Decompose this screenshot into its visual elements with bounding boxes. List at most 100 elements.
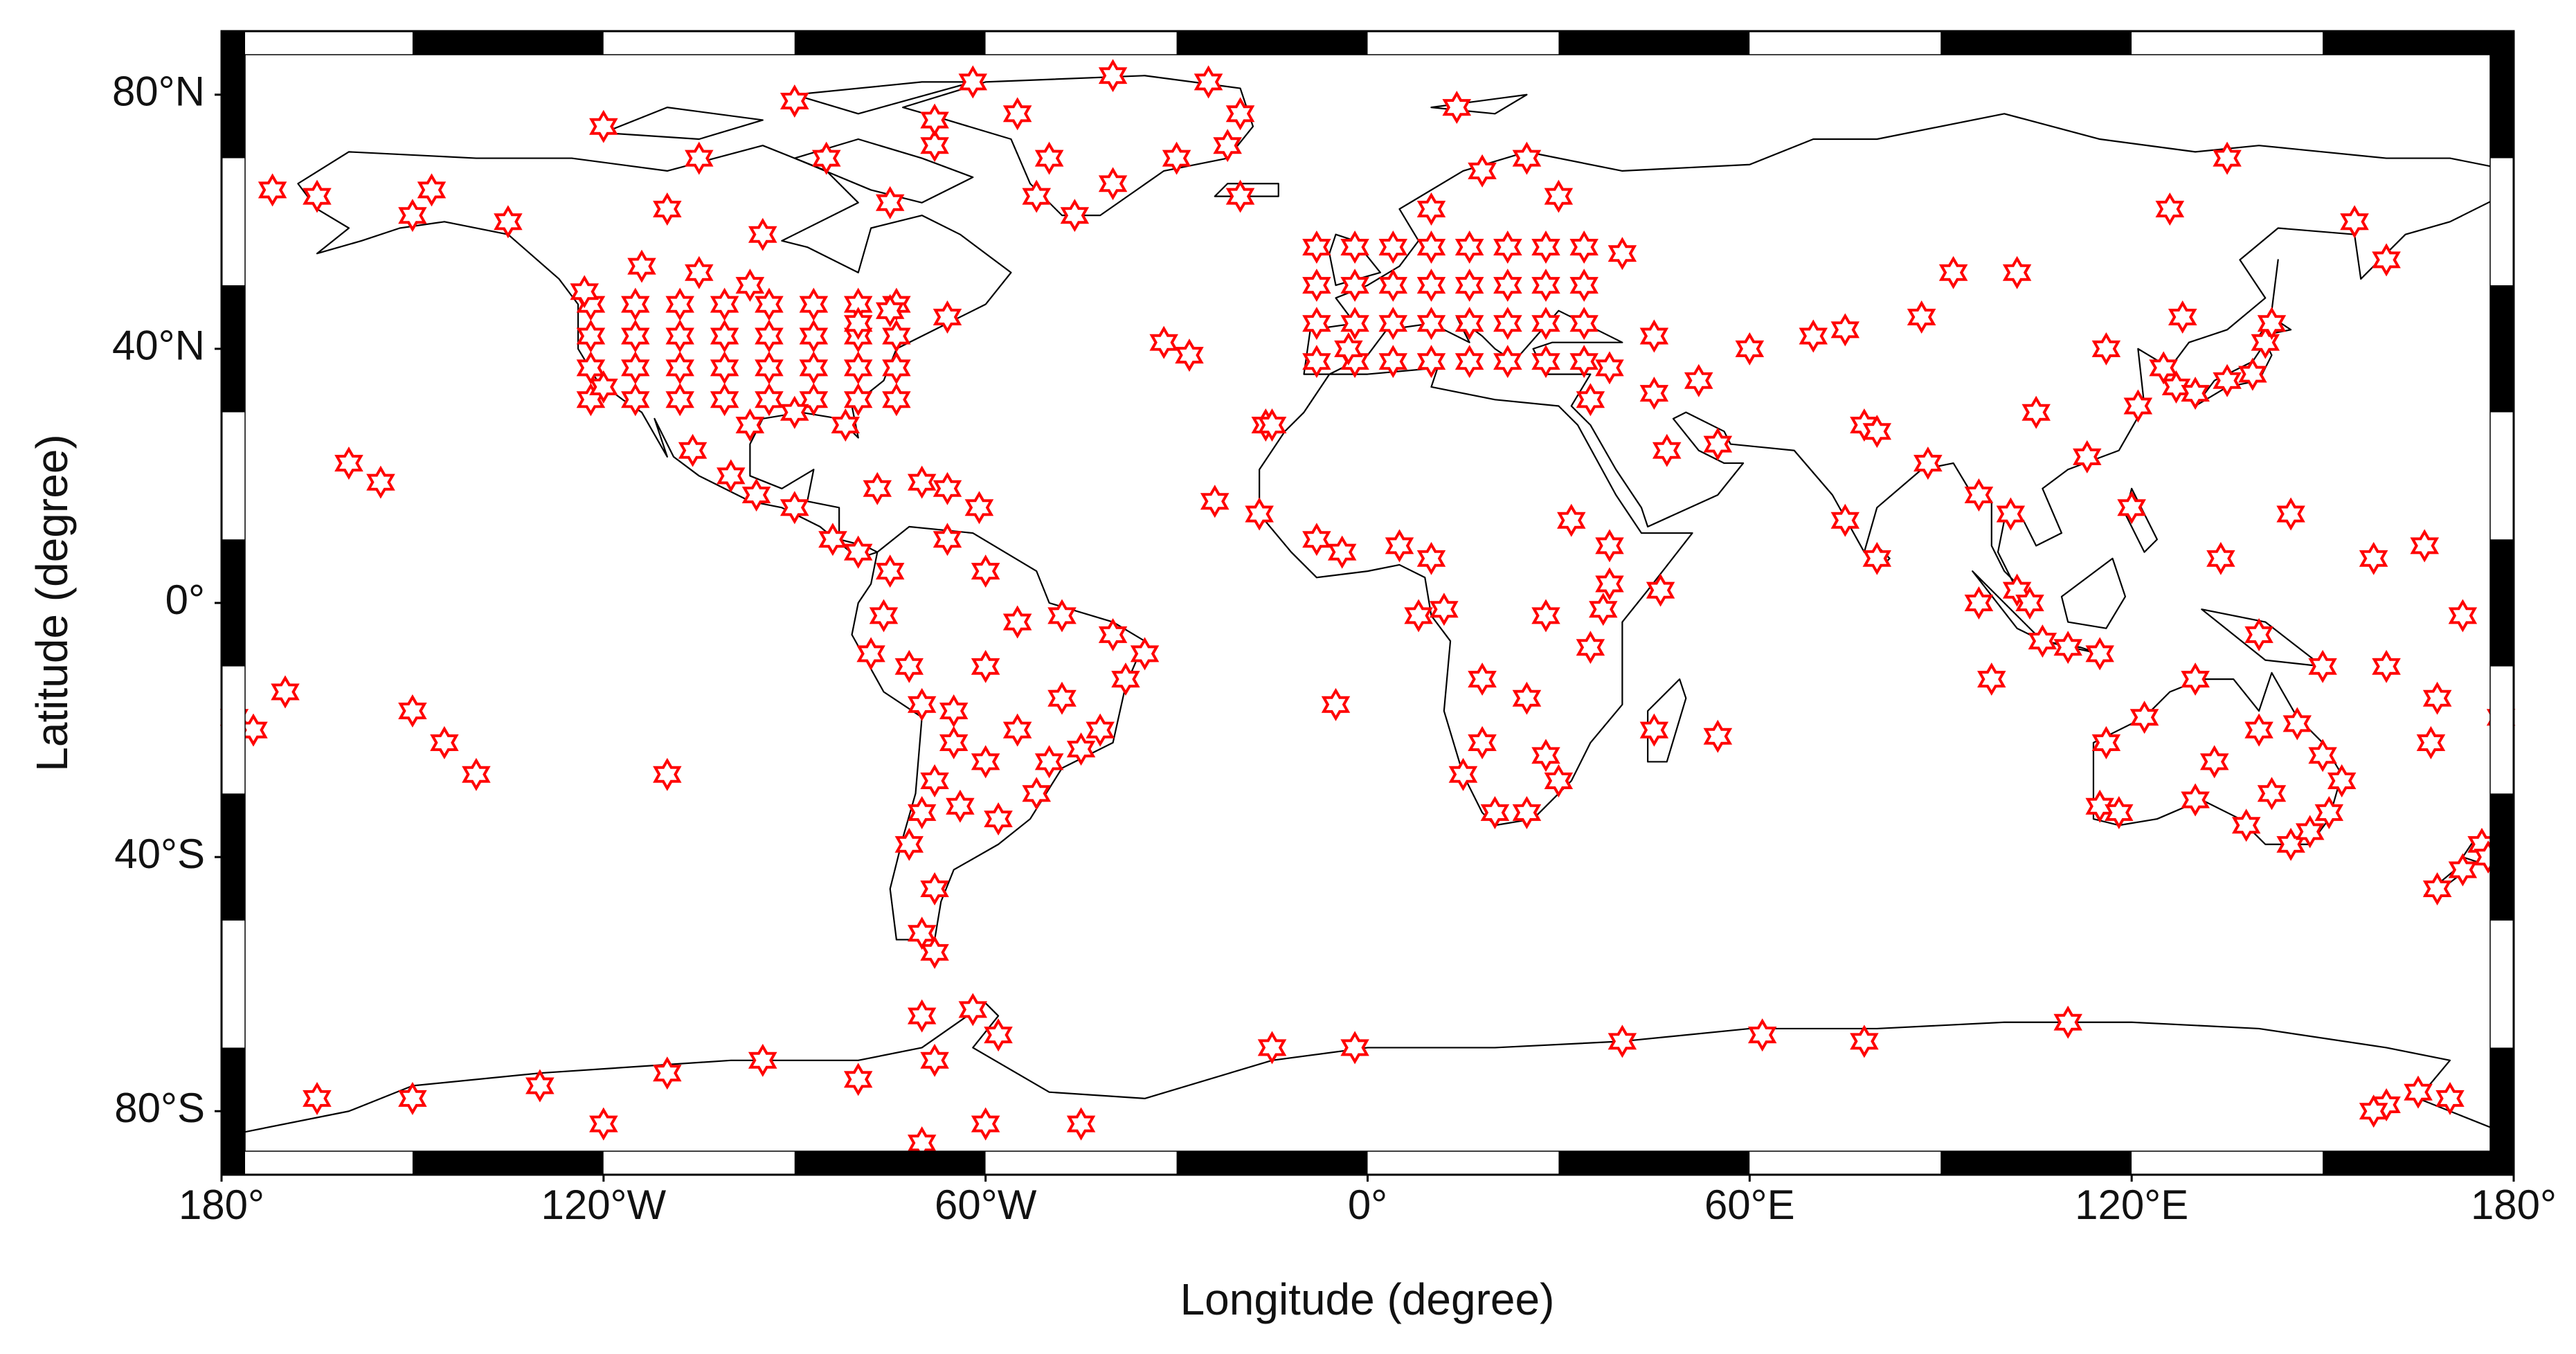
frame-segment	[1940, 1151, 2132, 1175]
station-marker	[2244, 713, 2273, 747]
station-marker	[1098, 167, 1128, 201]
points-layer	[219, 59, 2516, 1160]
station-marker	[1321, 687, 1351, 721]
station-marker	[1416, 192, 1446, 226]
coastline-africa	[1259, 368, 1692, 825]
station-marker	[1862, 415, 1892, 449]
station-marker	[2422, 681, 2452, 715]
station-marker	[2257, 307, 2287, 341]
station-marker	[2181, 662, 2210, 696]
station-marker	[1684, 363, 1713, 397]
station-marker	[1907, 300, 1936, 334]
station-marker	[755, 319, 784, 353]
station-marker	[2422, 872, 2452, 905]
frame-segment	[222, 158, 245, 286]
station-marker	[2416, 725, 2446, 759]
station-marker	[933, 471, 962, 505]
station-marker	[1480, 795, 1510, 829]
frame-segment	[2490, 285, 2514, 413]
frame-segment	[985, 1151, 1177, 1175]
station-marker	[1175, 338, 1204, 372]
station-marker	[907, 917, 937, 950]
station-marker	[875, 554, 905, 588]
station-marker	[1576, 383, 1605, 417]
coastline-north-america	[298, 145, 1011, 559]
station-marker	[665, 383, 694, 417]
station-marker	[2117, 491, 2146, 525]
frame-segment	[222, 666, 245, 794]
frame-segment	[2490, 31, 2514, 159]
station-marker	[2314, 795, 2344, 829]
station-marker	[1002, 713, 1032, 747]
station-marker	[1569, 269, 1598, 303]
station-marker	[920, 103, 949, 137]
station-marker	[1607, 237, 1637, 271]
station-marker	[863, 471, 892, 505]
station-marker	[1340, 307, 1369, 341]
station-marker	[653, 1056, 682, 1090]
station-marker	[799, 383, 829, 417]
frame-segment	[2490, 920, 2514, 1048]
station-marker	[1257, 408, 1287, 442]
station-marker	[1996, 497, 2026, 531]
station-marker	[799, 287, 829, 321]
station-marker	[907, 687, 937, 721]
station-marker	[1454, 345, 1484, 379]
station-marker	[907, 795, 937, 829]
station-marker	[1302, 231, 1331, 264]
station-marker	[1060, 199, 1090, 233]
station-marker	[2085, 789, 2114, 823]
station-marker	[1022, 179, 1052, 213]
station-marker	[1595, 529, 1624, 563]
station-marker	[1454, 307, 1484, 341]
station-marker	[1468, 154, 1497, 188]
station-marker	[1512, 681, 1542, 715]
station-marker	[2091, 332, 2121, 365]
station-marker	[1531, 739, 1560, 773]
y-tick-label: 80°N	[112, 69, 205, 115]
station-marker	[1703, 719, 1733, 753]
station-marker	[1850, 1024, 1879, 1058]
station-marker	[907, 465, 937, 499]
frame-segment	[603, 31, 795, 55]
station-marker	[1964, 586, 1994, 620]
station-marker	[1557, 503, 1586, 537]
station-marker	[964, 491, 994, 525]
coastline-south-america	[852, 527, 1145, 940]
station-marker	[2308, 649, 2337, 683]
station-marker	[398, 1081, 427, 1115]
station-marker	[2053, 1005, 2082, 1039]
station-marker	[621, 383, 650, 417]
station-marker	[2085, 637, 2114, 671]
station-marker	[1493, 307, 1522, 341]
station-marker	[2091, 725, 2121, 759]
station-marker	[939, 694, 969, 728]
frame-segment	[2490, 158, 2514, 286]
frame-segment	[2490, 1047, 2514, 1175]
station-marker	[2123, 389, 2153, 423]
frame-segment	[222, 793, 245, 921]
station-marker	[2213, 141, 2242, 175]
y-tick-label: 0°	[165, 577, 205, 623]
station-marker	[1862, 541, 1892, 575]
station-marker	[1468, 662, 1497, 696]
station-marker	[589, 109, 618, 143]
station-marker	[2276, 497, 2305, 531]
station-marker	[1576, 631, 1605, 665]
station-marker	[2181, 783, 2210, 817]
x-tick-label: 60°W	[935, 1182, 1037, 1228]
station-marker	[621, 287, 650, 321]
station-marker	[971, 649, 1000, 683]
station-marker	[799, 319, 829, 353]
station-marker	[2295, 815, 2325, 849]
station-marker	[398, 694, 427, 728]
x-tick-label: 120°E	[2075, 1182, 2188, 1228]
station-marker	[939, 725, 969, 759]
station-marker	[1454, 231, 1484, 264]
station-marker	[2282, 707, 2312, 741]
station-marker	[2448, 853, 2478, 887]
frame-segment	[1176, 31, 1368, 55]
station-marker	[2161, 370, 2191, 404]
station-marker	[1225, 97, 1255, 131]
